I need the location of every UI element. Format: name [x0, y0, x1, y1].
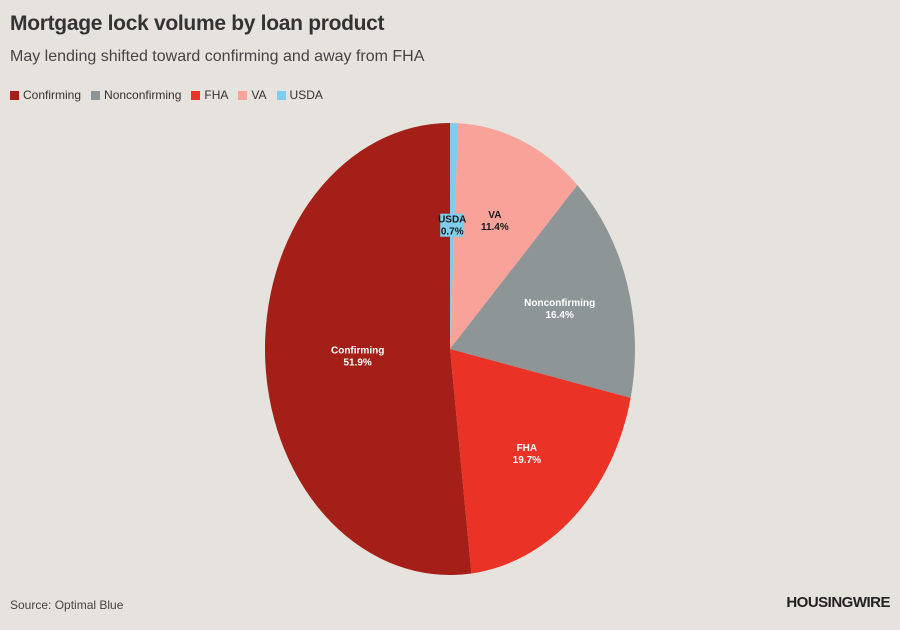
legend-swatch-nonconfirming: [91, 90, 101, 100]
chart-title: Mortgage lock volume by loan product: [10, 12, 385, 35]
legend-label-usda: USDA: [289, 88, 323, 102]
legend-label-fha: FHA: [204, 88, 229, 102]
slice-label-bg-usda: [440, 213, 465, 237]
legend-swatch-fha: [191, 90, 201, 100]
brand-logo: HOUSINGWIRE: [786, 594, 890, 611]
slice-value-fha: 19.7%: [513, 455, 541, 466]
slice-value-confirming: 51.9%: [343, 358, 371, 369]
legend-item-nonconfirming[interactable]: Nonconfirming: [91, 88, 181, 102]
slice-name-confirming: Confirming: [331, 346, 384, 357]
pie-slice-nonconfirming[interactable]: [450, 185, 635, 398]
slice-value-usda: 0.7%: [441, 227, 464, 238]
slice-name-usda: USDA: [438, 215, 466, 226]
legend-swatch-va: [238, 90, 248, 100]
legend-label-va: VA: [251, 88, 267, 102]
slice-name-nonconfirming: Nonconfirming: [524, 298, 595, 309]
legend-item-va[interactable]: VA: [238, 88, 267, 102]
slice-name-va: VA: [488, 210, 501, 221]
slice-value-va: 11.4%: [481, 222, 509, 233]
legend-item-fha[interactable]: FHA: [191, 88, 228, 102]
pie-slice-confirming[interactable]: [264, 123, 472, 576]
legend-item-confirming[interactable]: Confirming: [10, 88, 81, 102]
legend-label-nonconfirming: Nonconfirming: [104, 88, 182, 102]
legend-item-usda[interactable]: USDA: [276, 88, 323, 102]
pie-slice-fha[interactable]: [450, 349, 631, 574]
legend-swatch-confirming: [10, 90, 19, 100]
slice-name-fha: FHA: [517, 443, 538, 454]
pie-slice-va[interactable]: [450, 123, 578, 350]
source-note: Source: Optimal Blue: [10, 598, 124, 612]
legend-label-confirming: Confirming: [23, 88, 82, 102]
chart-subtitle: May lending shifted toward confirming an…: [10, 48, 425, 65]
legend-swatch-usda: [276, 90, 286, 100]
legend: Confirming Nonconfirming FHA VA USDA: [10, 88, 323, 102]
slice-value-nonconfirming: 16.4%: [546, 310, 574, 321]
